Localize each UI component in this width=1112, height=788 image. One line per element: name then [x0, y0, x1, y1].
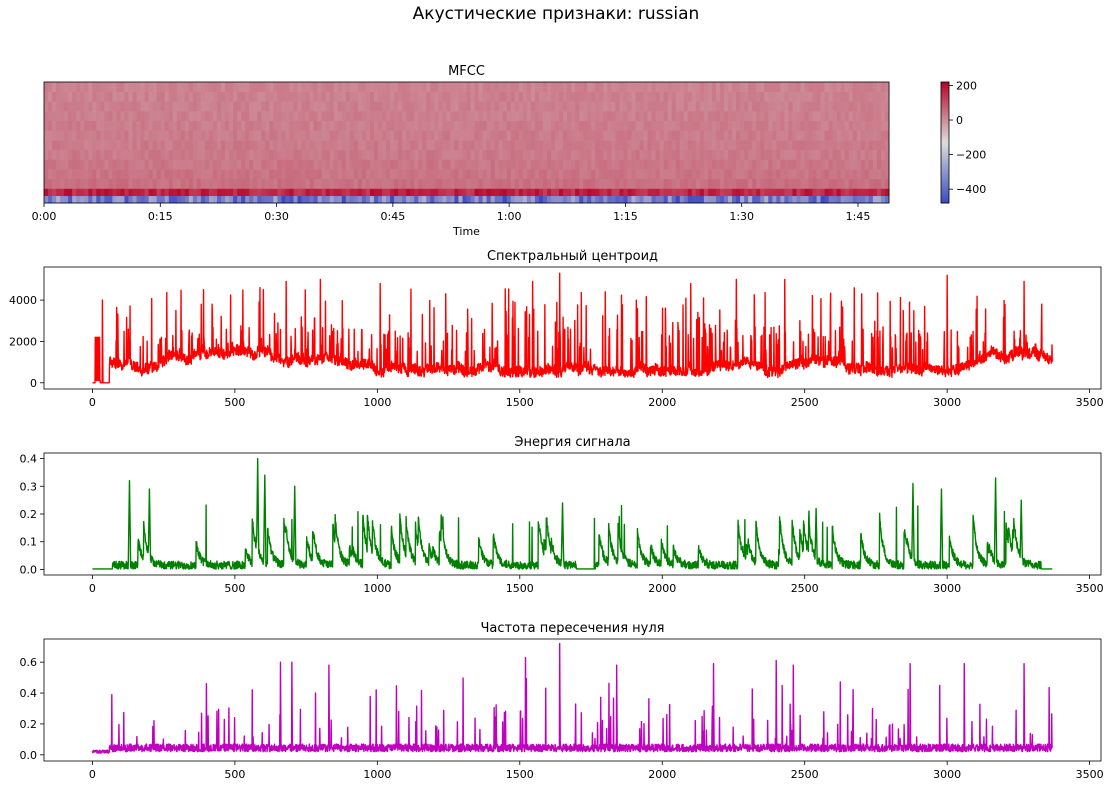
x-tick-label: 1000: [363, 582, 391, 595]
y-tick-label: 0.4: [20, 453, 38, 466]
chart-title: Энергия сигнала: [514, 435, 630, 450]
y-tick-label: 0.0: [20, 749, 38, 762]
series-line: [92, 457, 1053, 570]
y-tick-label: 0.2: [20, 718, 38, 731]
x-tick-label: 2500: [791, 396, 819, 409]
figure-title: Акустические признаки: russian: [412, 4, 700, 24]
y-tick-label: 0.3: [20, 480, 38, 493]
x-tick-label: 3500: [1076, 768, 1104, 781]
x-tick-label: 1500: [506, 768, 534, 781]
line-chart-2: Энергия сигнала 0 500 1000 1500 2000 2500 3000 3…: [20, 435, 1104, 595]
y-tick-label: 0.2: [20, 508, 38, 521]
x-tick-label: 3000: [933, 396, 961, 409]
chart-title: Спектральный центроид: [487, 249, 658, 264]
mfcc-x-tick-label: 1:00: [497, 210, 522, 223]
x-tick-label: 3500: [1076, 582, 1104, 595]
x-tick-label: 2500: [791, 768, 819, 781]
plot-frame: [43, 266, 1102, 390]
y-tick-label: 0.0: [20, 563, 38, 576]
mfcc-x-tick-label: 1:15: [613, 210, 638, 223]
x-tick-label: 3000: [933, 582, 961, 595]
mfcc-x-tick-label: 0:30: [264, 210, 289, 223]
y-tick-label: 2000: [9, 335, 37, 348]
chart-title: Частота пересечения нуля: [480, 621, 664, 636]
x-tick-label: 1500: [506, 582, 534, 595]
y-tick-label: 0.1: [20, 536, 38, 549]
mfcc-colorbar: [940, 81, 950, 204]
x-tick-label: 2000: [648, 768, 676, 781]
x-tick-label: 1500: [506, 396, 534, 409]
y-tick-label: 0.6: [20, 656, 38, 669]
x-tick-label: 3000: [933, 768, 961, 781]
mfcc-x-tick-label: 0:45: [381, 210, 406, 223]
x-tick-label: 500: [224, 396, 245, 409]
line-chart-1: Спектральный центроид 0 500 1000 1500 2000 250…: [9, 249, 1104, 409]
x-tick-label: 1000: [363, 768, 391, 781]
x-tick-label: 500: [224, 582, 245, 595]
x-tick-label: 0: [89, 768, 96, 781]
colorbar-frame: [940, 81, 950, 204]
x-tick-label: 2000: [648, 396, 676, 409]
mfcc-x-tick-label: 1:45: [846, 210, 871, 223]
colorbar-tick-label: −400: [956, 183, 986, 196]
mfcc-frame: [43, 81, 890, 204]
mfcc-x-tick-label: 1:30: [729, 210, 754, 223]
plot-frame: [43, 638, 1102, 762]
mfcc-x-tick-label: 0:15: [148, 210, 173, 223]
y-tick-label: 0.4: [20, 687, 38, 700]
mfcc-title: MFCC: [448, 64, 485, 79]
series-line: [91, 642, 1053, 754]
colorbar-tick-label: −200: [956, 149, 986, 162]
x-tick-label: 2000: [648, 582, 676, 595]
mfcc-xlabel: Time: [452, 225, 480, 238]
mfcc-x-tick-label: 0:00: [32, 210, 57, 223]
series-line: [92, 272, 1053, 384]
y-tick-label: 0: [30, 377, 37, 390]
y-tick-label: 4000: [9, 294, 37, 307]
x-tick-label: 2500: [791, 582, 819, 595]
x-tick-label: 0: [89, 396, 96, 409]
mfcc-heatmap: [43, 81, 890, 204]
x-tick-label: 500: [224, 768, 245, 781]
colorbar-tick-label: 0: [956, 114, 963, 127]
colorbar-tick-label: 200: [956, 79, 977, 92]
x-tick-label: 0: [89, 582, 96, 595]
x-tick-label: 1000: [363, 396, 391, 409]
line-chart-3: Частота пересечения нуля 0 500 1000 1500 2000…: [20, 621, 1104, 781]
x-tick-label: 3500: [1076, 396, 1104, 409]
